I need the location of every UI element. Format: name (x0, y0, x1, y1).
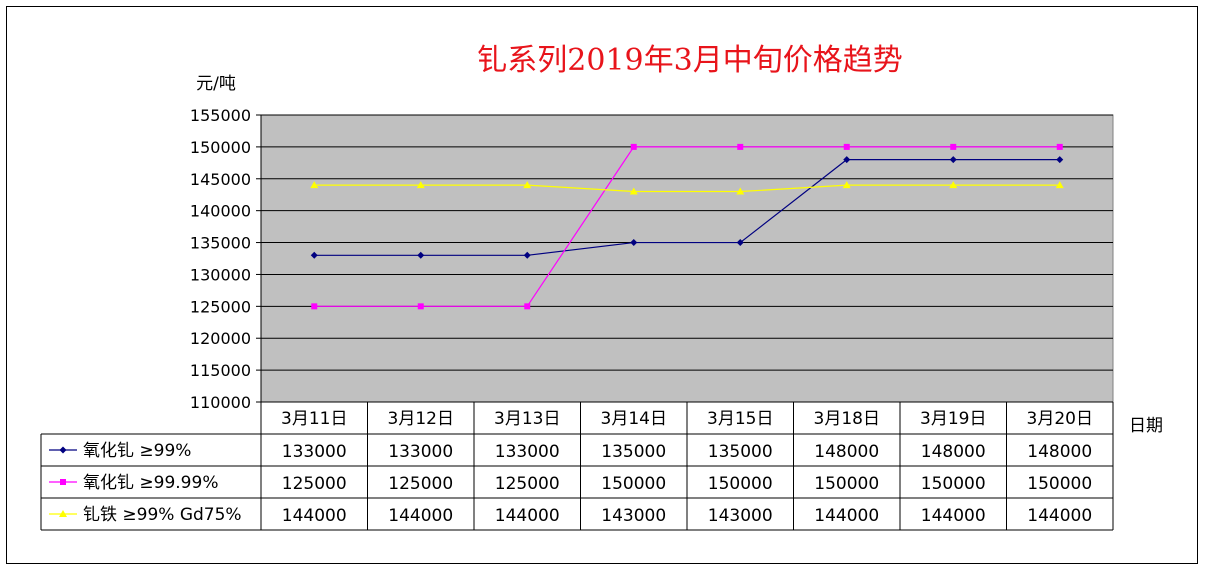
series-group (310, 156, 1064, 259)
table-value: 125000 (388, 474, 453, 494)
point-marker (416, 181, 425, 189)
y-tick-label: 115000 (190, 361, 251, 380)
table-value: 135000 (601, 442, 666, 462)
point-marker (737, 143, 744, 150)
table-value: 133000 (495, 442, 560, 462)
point-marker (523, 181, 532, 189)
point-marker (843, 156, 851, 164)
point-marker (736, 239, 744, 247)
y-tick-label: 110000 (190, 393, 251, 412)
table-value: 144000 (921, 506, 986, 526)
point-marker (1056, 156, 1064, 164)
y-tick-label: 125000 (190, 297, 251, 316)
table-value: 150000 (814, 474, 879, 494)
series-name: 氧化钆 ≥99.99% (83, 473, 218, 493)
y-tick-label: 120000 (190, 329, 251, 348)
table-value: 144000 (388, 506, 453, 526)
x-category-label: 3月18日 (814, 409, 880, 429)
y-tick-label: 130000 (190, 265, 251, 284)
y-tick-label: 150000 (190, 138, 251, 157)
series-name: 钆铁 ≥99% Gd75% (83, 505, 242, 525)
series-group (310, 181, 1064, 195)
table-value: 135000 (708, 442, 773, 462)
y-tick-label: 155000 (190, 106, 251, 125)
point-marker (311, 303, 318, 310)
table-value: 133000 (388, 442, 453, 462)
chart-title: 钆系列2019年3月中旬价格趋势 (477, 43, 902, 78)
point-marker (523, 251, 531, 259)
plot-background (260, 114, 1114, 403)
table-value: 150000 (1027, 474, 1092, 494)
point-marker (417, 303, 424, 310)
table-value: 150000 (708, 474, 773, 494)
point-marker (949, 156, 957, 164)
table-value: 125000 (495, 474, 560, 494)
y-tick-label: 145000 (190, 170, 251, 189)
table-body-bg (41, 434, 1113, 530)
point-marker (310, 181, 319, 189)
point-marker (59, 446, 67, 454)
series-name: 氧化钆 ≥99% (83, 441, 191, 461)
point-marker (629, 187, 638, 195)
point-marker (417, 251, 425, 259)
table-value: 150000 (601, 474, 666, 494)
price-trend-chart: 钆系列2019年3月中旬价格趋势 元/吨 1550001500001450001… (40, 43, 1163, 531)
x-category-label: 3月20日 (1027, 409, 1093, 429)
plot-area (260, 114, 1114, 403)
table-value: 143000 (708, 506, 773, 526)
table-value: 150000 (921, 474, 986, 494)
point-marker (949, 181, 958, 189)
point-marker (630, 143, 637, 150)
point-marker (60, 479, 66, 485)
point-marker (310, 251, 318, 259)
point-marker (950, 143, 957, 150)
table-value: 144000 (814, 506, 879, 526)
point-marker (736, 187, 745, 195)
series-line (314, 146, 1060, 307)
y-axis-label: 元/吨 (196, 74, 236, 94)
series-line (314, 159, 1060, 256)
x-axis-label: 日期 (1129, 416, 1163, 436)
x-category-label: 3月13日 (494, 409, 560, 429)
y-tick-label: 140000 (190, 202, 251, 221)
chart-frame: 钆系列2019年3月中旬价格趋势 元/吨 155000 150000 145000 1… (6, 6, 1198, 564)
y-tick-label: 135000 (190, 234, 251, 253)
y-axis-ticks: 155000 150000 145000 140000 135000 130000 1250… (190, 106, 261, 412)
x-category-label: 3月12日 (388, 409, 454, 429)
table-value: 144000 (495, 506, 560, 526)
table-value: 144000 (282, 506, 347, 526)
point-marker (842, 181, 851, 189)
table-value: 148000 (921, 442, 986, 462)
x-category-label: 3月15日 (707, 409, 773, 429)
series-group (311, 143, 1063, 310)
table-value: 133000 (282, 442, 347, 462)
data-table: 3月11日 3月12日 3月13日 3月14日 3月15日 3月18日 3月19日 3月20日… (40, 401, 1114, 531)
table-value: 125000 (282, 474, 347, 494)
table-value: 144000 (1027, 506, 1092, 526)
point-marker (843, 143, 850, 150)
point-marker (59, 510, 67, 517)
x-category-label: 3月14日 (601, 409, 667, 429)
table-value: 143000 (601, 506, 666, 526)
x-category-label: 3月19日 (920, 409, 986, 429)
series-line (314, 184, 1060, 193)
table-value: 148000 (1027, 442, 1092, 462)
point-marker (1055, 181, 1064, 189)
point-marker (524, 303, 531, 310)
point-marker (630, 239, 638, 247)
series-lines (310, 143, 1064, 310)
x-category-label: 3月11日 (281, 409, 347, 429)
table-value: 148000 (814, 442, 879, 462)
point-marker (1056, 143, 1063, 150)
